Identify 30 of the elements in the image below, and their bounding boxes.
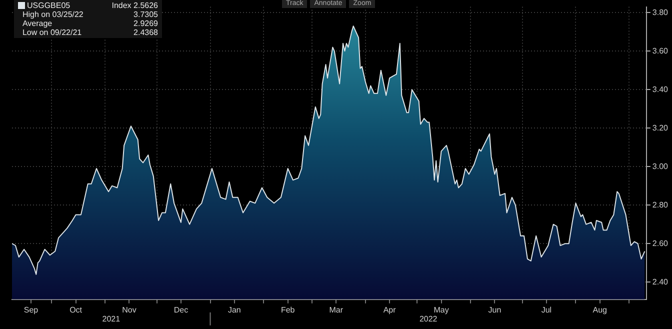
x-tick-label: Jul <box>541 305 552 314</box>
text: 2021 <box>102 314 121 324</box>
text: 2022 <box>419 314 438 324</box>
y-tick-label: 3.80 <box>652 8 669 17</box>
y-tick-label: 3.40 <box>652 84 669 94</box>
x-tick-label: Apr <box>383 305 396 314</box>
x-tick-label: Dec <box>174 305 188 314</box>
x-tick-label: Sep <box>24 305 39 314</box>
y-tick-label: 3.00 <box>652 162 669 171</box>
legend-label: USGGBE05 <box>26 1 70 10</box>
x-tick-label: Jan <box>228 305 241 314</box>
annotation: 2.9269 <box>134 19 158 28</box>
x-tick-label: Oct <box>70 305 83 314</box>
x-tick-label: Aug <box>592 305 607 314</box>
x-tick-label: May <box>434 305 449 314</box>
x-tick-label: Nov <box>122 305 136 314</box>
annotation: Low on 09/22/21 <box>21 28 82 37</box>
x-tick-label: Mar <box>329 305 344 314</box>
y-tick-label: 3.20 <box>652 123 669 132</box>
annotation: High on 03/25/22 <box>21 10 84 19</box>
annotation: 3.7305 <box>134 10 158 19</box>
x-tick-label: Jun <box>488 305 502 314</box>
x-tick-label: Feb <box>280 305 296 314</box>
y-tick-label: 2.60 <box>652 238 669 248</box>
annotation: 2.4368 <box>134 28 158 37</box>
y-tick-label: 2.40 <box>652 277 669 286</box>
annotation: Average <box>21 19 52 28</box>
annotation: Index 2.5626 <box>112 1 158 10</box>
y-tick-label: 3.60 <box>652 46 669 56</box>
y-tick-label: 2.80 <box>652 200 669 210</box>
